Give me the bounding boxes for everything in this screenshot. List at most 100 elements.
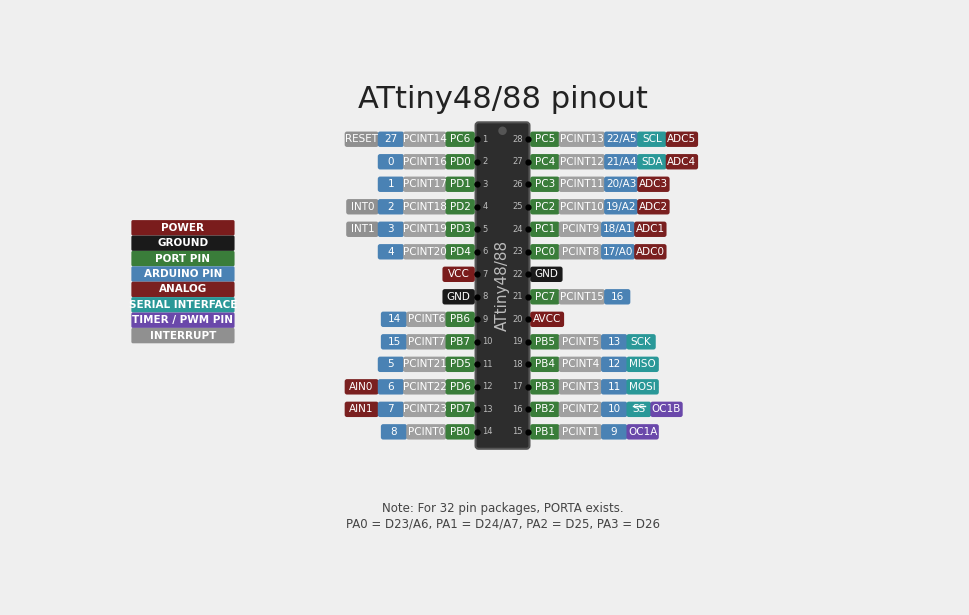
Text: PC7: PC7 <box>534 292 554 302</box>
Text: PD7: PD7 <box>450 404 470 415</box>
Text: PCINT4: PCINT4 <box>561 359 598 370</box>
Text: POWER: POWER <box>161 223 204 233</box>
Text: PD0: PD0 <box>450 157 470 167</box>
Text: 14: 14 <box>387 314 400 324</box>
Text: PCINT19: PCINT19 <box>402 224 446 234</box>
FancyBboxPatch shape <box>131 266 234 282</box>
Text: 19/A2: 19/A2 <box>606 202 636 212</box>
FancyBboxPatch shape <box>377 244 403 260</box>
FancyBboxPatch shape <box>601 357 627 372</box>
Text: ADC2: ADC2 <box>639 202 668 212</box>
Text: 16: 16 <box>512 405 522 414</box>
FancyBboxPatch shape <box>530 357 559 372</box>
Text: PCINT2: PCINT2 <box>561 404 598 415</box>
Text: PC6: PC6 <box>450 134 470 145</box>
FancyBboxPatch shape <box>131 251 234 266</box>
Text: INT1: INT1 <box>350 224 374 234</box>
Circle shape <box>498 127 506 135</box>
FancyBboxPatch shape <box>344 402 378 417</box>
Text: 22/A5: 22/A5 <box>606 134 636 145</box>
Text: PC0: PC0 <box>534 247 554 257</box>
FancyBboxPatch shape <box>131 328 234 343</box>
Text: 6: 6 <box>388 382 393 392</box>
FancyBboxPatch shape <box>558 402 601 417</box>
Text: 9: 9 <box>482 315 487 324</box>
FancyBboxPatch shape <box>406 334 446 349</box>
Text: TIMER / PWM PIN: TIMER / PWM PIN <box>133 315 234 325</box>
Text: PD1: PD1 <box>450 179 470 189</box>
Text: SCK: SCK <box>630 337 651 347</box>
Text: 1: 1 <box>388 179 393 189</box>
Text: 24: 24 <box>512 224 522 234</box>
FancyBboxPatch shape <box>377 132 403 147</box>
Text: 4: 4 <box>388 247 393 257</box>
FancyBboxPatch shape <box>558 379 601 395</box>
FancyBboxPatch shape <box>445 221 474 237</box>
FancyBboxPatch shape <box>377 154 403 170</box>
Text: PB6: PB6 <box>450 314 470 324</box>
Text: 12: 12 <box>607 359 620 370</box>
Text: 15: 15 <box>387 337 400 347</box>
Text: 23: 23 <box>512 247 522 256</box>
Text: GND: GND <box>534 269 558 279</box>
Text: PCINT0: PCINT0 <box>407 427 445 437</box>
Text: PD2: PD2 <box>450 202 470 212</box>
FancyBboxPatch shape <box>403 154 446 170</box>
Text: MOSI: MOSI <box>629 382 655 392</box>
Text: INTERRUPT: INTERRUPT <box>149 331 216 341</box>
FancyBboxPatch shape <box>344 132 378 147</box>
FancyBboxPatch shape <box>601 244 635 260</box>
FancyBboxPatch shape <box>626 379 658 395</box>
Text: SDA: SDA <box>641 157 662 167</box>
Text: 5: 5 <box>388 359 393 370</box>
FancyBboxPatch shape <box>346 221 378 237</box>
Text: PCINT20: PCINT20 <box>402 247 446 257</box>
FancyBboxPatch shape <box>403 177 446 192</box>
Text: PCINT5: PCINT5 <box>561 337 598 347</box>
Text: RESET: RESET <box>345 134 378 145</box>
Text: 20/A3: 20/A3 <box>606 179 636 189</box>
Text: 3: 3 <box>388 224 393 234</box>
FancyBboxPatch shape <box>604 289 630 304</box>
FancyBboxPatch shape <box>381 424 407 440</box>
Text: 18: 18 <box>512 360 522 369</box>
Text: PC5: PC5 <box>534 134 554 145</box>
Text: PCINT16: PCINT16 <box>402 157 446 167</box>
FancyBboxPatch shape <box>558 244 601 260</box>
Text: 25: 25 <box>512 202 522 212</box>
Text: 8: 8 <box>482 292 487 301</box>
Text: 7: 7 <box>388 404 393 415</box>
FancyBboxPatch shape <box>558 154 605 170</box>
FancyBboxPatch shape <box>530 379 559 395</box>
Text: PB3: PB3 <box>534 382 554 392</box>
FancyBboxPatch shape <box>601 221 635 237</box>
FancyBboxPatch shape <box>665 154 698 170</box>
Text: 18/A1: 18/A1 <box>602 224 633 234</box>
FancyBboxPatch shape <box>381 312 407 327</box>
Text: SS: SS <box>632 404 644 415</box>
FancyBboxPatch shape <box>377 402 403 417</box>
Text: PD3: PD3 <box>450 224 470 234</box>
Text: PB0: PB0 <box>450 427 470 437</box>
FancyBboxPatch shape <box>442 266 474 282</box>
Text: 16: 16 <box>610 292 623 302</box>
Text: PCINT15: PCINT15 <box>559 292 603 302</box>
FancyBboxPatch shape <box>346 199 378 215</box>
FancyBboxPatch shape <box>530 221 559 237</box>
FancyBboxPatch shape <box>403 402 446 417</box>
FancyBboxPatch shape <box>530 402 559 417</box>
Text: ATtiny48/88 pinout: ATtiny48/88 pinout <box>358 85 646 114</box>
FancyBboxPatch shape <box>530 244 559 260</box>
FancyBboxPatch shape <box>601 424 627 440</box>
Text: PB7: PB7 <box>450 337 470 347</box>
Text: PD4: PD4 <box>450 247 470 257</box>
Text: 11: 11 <box>607 382 620 392</box>
FancyBboxPatch shape <box>604 154 638 170</box>
Text: PC2: PC2 <box>534 202 554 212</box>
FancyBboxPatch shape <box>530 424 559 440</box>
FancyBboxPatch shape <box>131 312 234 328</box>
Text: 13: 13 <box>607 337 620 347</box>
Text: ADC0: ADC0 <box>636 247 664 257</box>
Text: AVCC: AVCC <box>532 314 561 324</box>
Text: PCINT6: PCINT6 <box>407 314 445 324</box>
